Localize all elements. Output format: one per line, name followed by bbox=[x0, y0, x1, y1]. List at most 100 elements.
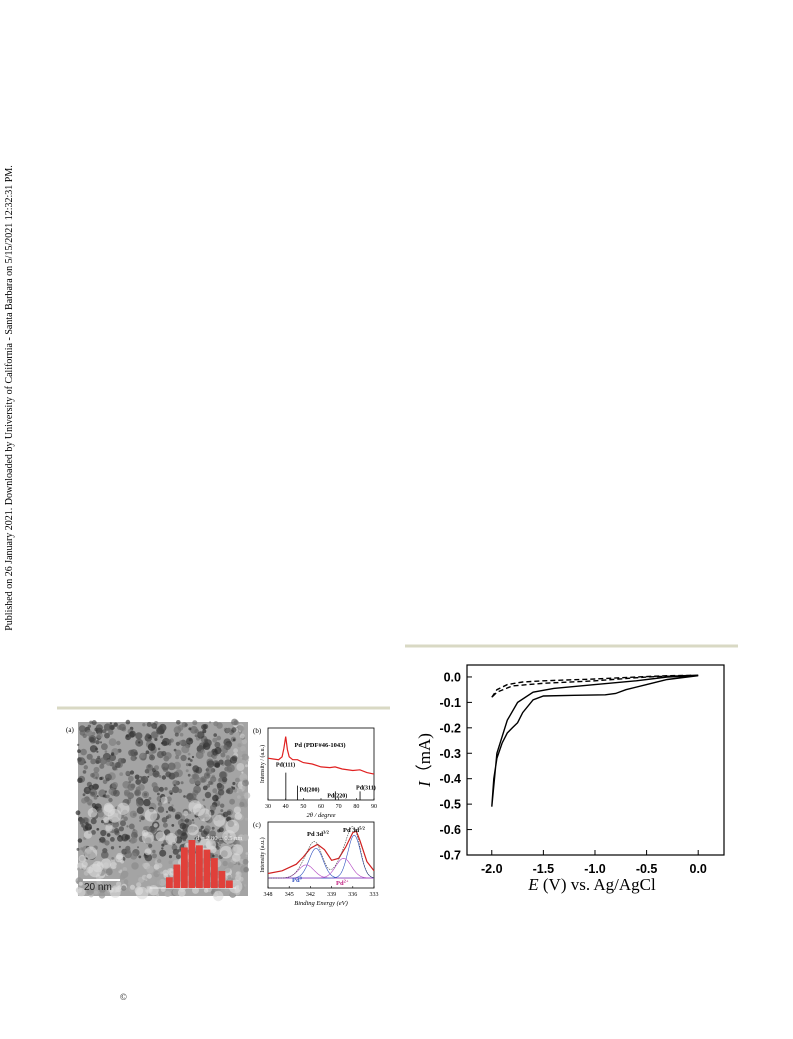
tem-particle bbox=[129, 810, 138, 818]
tem-particle bbox=[143, 798, 151, 807]
tem-particle bbox=[176, 720, 181, 725]
tem-particle bbox=[146, 764, 154, 771]
tem-particle bbox=[92, 883, 97, 888]
tem-particle bbox=[184, 723, 188, 727]
tem-particle bbox=[239, 725, 245, 732]
tem-particle bbox=[165, 771, 172, 778]
reference-peak-label: Pd(111) bbox=[276, 762, 295, 769]
tem-particle bbox=[161, 847, 164, 850]
x-tick-label: 345 bbox=[285, 892, 294, 898]
tem-particle bbox=[114, 832, 117, 835]
tem-particle bbox=[185, 763, 190, 767]
tem-particle bbox=[86, 888, 94, 896]
tem-void bbox=[146, 873, 152, 879]
tem-particle bbox=[110, 846, 115, 850]
tem-void bbox=[107, 808, 122, 823]
tem-void bbox=[141, 831, 154, 844]
tem-particle bbox=[96, 732, 103, 739]
tem-particle bbox=[173, 748, 177, 752]
tem-particle bbox=[164, 890, 171, 898]
tem-particle bbox=[245, 852, 249, 855]
tem-particle bbox=[95, 760, 100, 764]
tem-particle bbox=[167, 814, 172, 819]
tem-particle bbox=[229, 731, 234, 735]
tem-particle bbox=[188, 727, 192, 731]
tem-particle bbox=[174, 814, 181, 820]
tem-particle bbox=[128, 823, 135, 830]
x-tick-label: 90 bbox=[371, 804, 377, 810]
tem-particle bbox=[129, 770, 135, 775]
tem-particle bbox=[158, 786, 164, 792]
tem-particle bbox=[240, 756, 243, 759]
tem-particle bbox=[119, 772, 124, 776]
tem-particle bbox=[95, 740, 100, 745]
tem-particle bbox=[171, 804, 174, 807]
tem-particle bbox=[175, 854, 181, 860]
tem-particle bbox=[142, 863, 147, 868]
tem-particle bbox=[127, 783, 135, 791]
tem-particle bbox=[183, 795, 186, 798]
tem-particle bbox=[212, 794, 219, 802]
tem-particle bbox=[134, 789, 142, 797]
tem-particle bbox=[159, 849, 167, 857]
tem-particle bbox=[93, 890, 98, 895]
tem-particle bbox=[218, 841, 222, 845]
tem-particle bbox=[216, 803, 220, 807]
tem-particle bbox=[172, 848, 179, 855]
tem-particle bbox=[85, 729, 93, 737]
tem-void bbox=[87, 807, 98, 818]
tem-particle bbox=[116, 740, 121, 746]
tem-particle bbox=[161, 817, 168, 823]
tem-particle bbox=[152, 853, 157, 859]
tem-particle bbox=[226, 764, 235, 773]
tem-particle bbox=[105, 868, 113, 876]
tem-particle bbox=[195, 751, 204, 759]
tem-particle bbox=[202, 785, 208, 791]
tem-particle bbox=[104, 750, 108, 753]
x-tick-label: -0.5 bbox=[636, 862, 658, 876]
tem-particle bbox=[81, 824, 85, 828]
tem-particle bbox=[217, 789, 225, 796]
tem-particle bbox=[197, 731, 205, 739]
tem-particle bbox=[115, 864, 121, 869]
tem-particle bbox=[188, 763, 192, 767]
tem-void bbox=[77, 887, 86, 897]
tem-particle bbox=[214, 762, 221, 768]
hist-bar bbox=[226, 880, 233, 888]
tem-particle bbox=[115, 768, 118, 771]
tem-particle bbox=[229, 798, 236, 805]
peak-annotation: Pd0 bbox=[292, 876, 303, 885]
annotation-text: Pd bbox=[336, 880, 344, 887]
tem-particle bbox=[101, 743, 108, 751]
tem-particle bbox=[232, 781, 236, 786]
tem-particle bbox=[237, 862, 241, 866]
tem-particle bbox=[123, 816, 128, 821]
peak-annotation: Pd 3d3/2 bbox=[307, 830, 330, 839]
y-tick-label: -0.7 bbox=[439, 849, 461, 863]
tem-particle bbox=[213, 721, 219, 727]
tem-particle bbox=[91, 830, 96, 835]
tem-particle bbox=[214, 741, 221, 748]
tem-void bbox=[205, 839, 217, 850]
tem-particle bbox=[120, 820, 126, 827]
tem-particle bbox=[111, 782, 118, 789]
tem-particle bbox=[99, 836, 106, 843]
tem-particle bbox=[156, 858, 162, 864]
tem-particle bbox=[177, 788, 183, 794]
tem-particle bbox=[241, 753, 249, 761]
tem-particle bbox=[204, 825, 211, 832]
tem-particle bbox=[140, 816, 145, 821]
tem-particle bbox=[179, 822, 187, 830]
tem-particle bbox=[168, 855, 173, 859]
annotation-sup: 2+ bbox=[344, 879, 349, 884]
annotation-text: Pd bbox=[292, 877, 300, 884]
y-axis-label: I（mA) bbox=[415, 733, 434, 788]
hist-bar bbox=[196, 845, 203, 888]
tem-particle bbox=[160, 735, 164, 739]
tem-void bbox=[81, 861, 88, 868]
tem-particle bbox=[226, 810, 232, 816]
tem-particle bbox=[145, 750, 150, 754]
tem-particle bbox=[86, 798, 93, 806]
tem-particle bbox=[140, 752, 146, 759]
tem-particle bbox=[90, 773, 95, 778]
